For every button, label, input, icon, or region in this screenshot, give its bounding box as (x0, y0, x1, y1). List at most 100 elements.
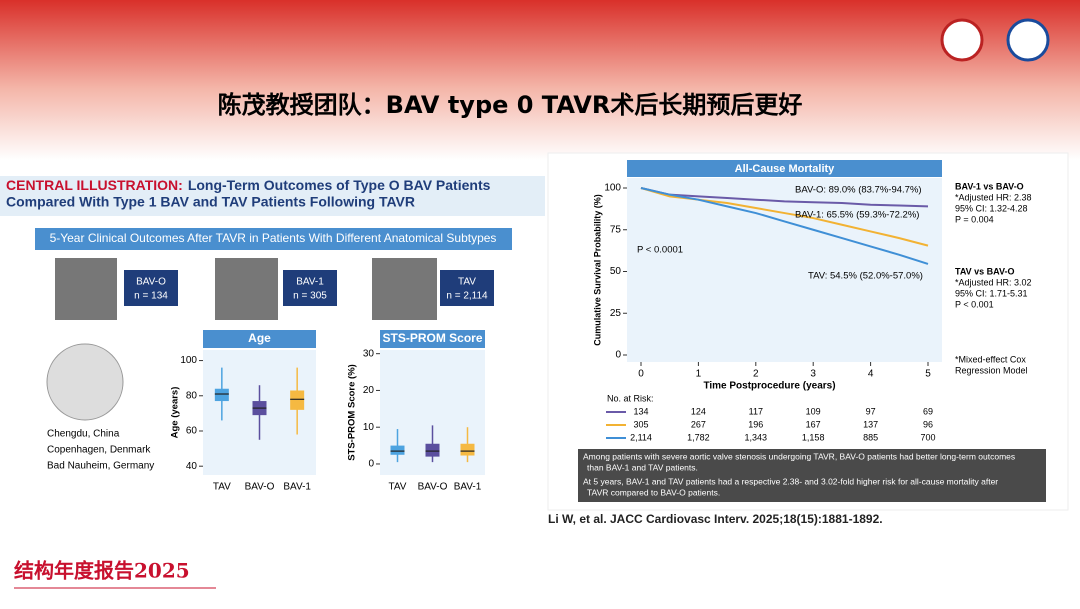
risk-cell: 124 (691, 406, 706, 416)
risk-cell: 1,158 (802, 432, 825, 442)
illustration-header (0, 176, 545, 216)
globe (46, 343, 124, 421)
note: P < 0.001 (955, 299, 994, 309)
y-tick-label: 0 (368, 459, 374, 470)
x-axis-label: Time Postprocedure (years) (703, 381, 835, 392)
banner-text: 5-Year Clinical Outcomes After TAVR in P… (50, 231, 497, 245)
note: *Adjusted HR: 3.02 (955, 277, 1032, 287)
x-tick-label: BAV-1 (454, 482, 482, 493)
box (290, 390, 305, 410)
survival-line (640, 187, 929, 265)
y-tick-label: 40 (186, 461, 198, 472)
box (425, 443, 440, 457)
y-axis-label: STS-PROM Score (%) (347, 364, 358, 461)
illustration-heading: CENTRAL ILLUSTRATION: Long-Term Outcomes … (6, 177, 491, 193)
city: Bad Nauheim, Germany (47, 461, 154, 472)
plot-area (627, 178, 942, 362)
y-tick-label: 60 (186, 426, 198, 437)
slide-title: 陈茂教授团队：BAV type 0 TAVR术后长期预后更好 (218, 91, 803, 119)
risk-cell: 69 (923, 406, 933, 416)
x-tick-label: BAV-O (418, 482, 448, 493)
note: 95% CI: 1.32-4.28 (955, 203, 1028, 213)
note: P = 0.004 (955, 214, 994, 224)
x-tick-label: BAV-O (245, 482, 275, 493)
chart-header (627, 160, 942, 177)
group-name: BAV-O (136, 277, 166, 288)
city: Chengdu, China (47, 429, 120, 440)
chart-title: Age (248, 331, 271, 345)
x-tick-label: 3 (810, 369, 816, 380)
header-band (0, 0, 1080, 160)
summary-text: than BAV-1 and TAV patients. (587, 462, 698, 472)
x-tick-label: 1 (696, 369, 702, 380)
y-axis-label: Cumulative Survival Probability (%) (592, 194, 602, 346)
survival-line (640, 187, 929, 208)
heading: Long-Term Outcomes of Type O BAV Patient… (188, 177, 491, 193)
city: Copenhagen, Denmark (47, 445, 151, 456)
y-tick-label: 80 (186, 390, 198, 401)
heading: Compared With Type 1 BAV and TAV Patient… (6, 194, 415, 210)
summary-text: At 5 years, BAV-1 and TAV patients had a… (583, 476, 998, 486)
risk-cell: 305 (633, 419, 648, 429)
risk-cell: 109 (806, 406, 821, 416)
risk-label: No. at Risk: (607, 393, 654, 403)
risk-cell: 137 (863, 419, 878, 429)
y-tick-label: 20 (363, 385, 375, 396)
chart-header (203, 330, 316, 348)
risk-cell: 196 (748, 419, 763, 429)
box (390, 445, 405, 455)
chart-title: STS-PROM Score (382, 331, 482, 345)
annotation: BAV-1: 65.5% (59.3%-72.2%) (795, 210, 919, 221)
x-tick-label: 2 (753, 369, 759, 380)
annotation: TAV: 54.5% (52.0%-57.0%) (808, 271, 923, 282)
x-tick-label: TAV (389, 482, 407, 493)
risk-cell: 134 (633, 406, 648, 416)
label: CENTRAL ILLUSTRATION: (6, 177, 183, 193)
annotation: P < 0.0001 (637, 245, 683, 256)
risk-cell: 1,343 (745, 432, 768, 442)
y-tick-label: 75 (610, 224, 622, 235)
note: TAV vs BAV-O (955, 266, 1015, 276)
chart-header (380, 330, 485, 348)
risk-cell: 885 (863, 432, 878, 442)
note: Regression Model (955, 365, 1028, 375)
y-tick-label: 50 (610, 266, 622, 277)
x-tick-label: 4 (868, 369, 874, 380)
y-tick-label: 30 (363, 348, 375, 359)
x-tick-label: BAV-1 (283, 482, 311, 493)
box (460, 443, 475, 456)
citation: Li W, et al. JACC Cardiovasc Interv. 202… (548, 512, 883, 526)
risk-cell: 2,114 (630, 432, 652, 442)
note: BAV-1 vs BAV-O (955, 181, 1024, 191)
y-tick-label: 100 (604, 183, 621, 194)
group-n: n = 134 (134, 291, 168, 302)
group-n: n = 2,114 (446, 291, 488, 302)
y-tick-label: 10 (363, 422, 375, 433)
ct-image (55, 258, 117, 320)
risk-cell: 167 (806, 419, 821, 429)
group-name: TAV (458, 277, 476, 288)
x-tick-label: 5 (925, 369, 931, 380)
annotation: BAV-O: 89.0% (83.7%-94.7%) (795, 185, 922, 196)
risk-cell: 97 (866, 406, 876, 416)
logo (940, 18, 984, 62)
risk-cell: 96 (923, 419, 933, 429)
ct-image (372, 258, 437, 320)
group-box (440, 270, 494, 306)
ct-image (215, 258, 278, 320)
logo (1006, 18, 1050, 62)
banner (35, 228, 512, 250)
y-axis-label: Age (years) (170, 387, 181, 439)
y-tick-label: 25 (610, 308, 622, 319)
group-n: n = 305 (293, 291, 327, 302)
group-name: BAV-1 (296, 277, 324, 288)
group-box (124, 270, 178, 306)
note: *Mixed-effect Cox (955, 354, 1026, 364)
note: 95% CI: 1.71-5.31 (955, 288, 1028, 298)
y-tick-label: 100 (180, 355, 197, 366)
y-tick-label: 0 (615, 350, 621, 361)
x-tick-label: 0 (638, 369, 644, 380)
risk-cell: 1,782 (687, 432, 710, 442)
risk-cell: 700 (920, 432, 935, 442)
summary-text: TAVR compared to BAV-O patients. (587, 487, 720, 497)
